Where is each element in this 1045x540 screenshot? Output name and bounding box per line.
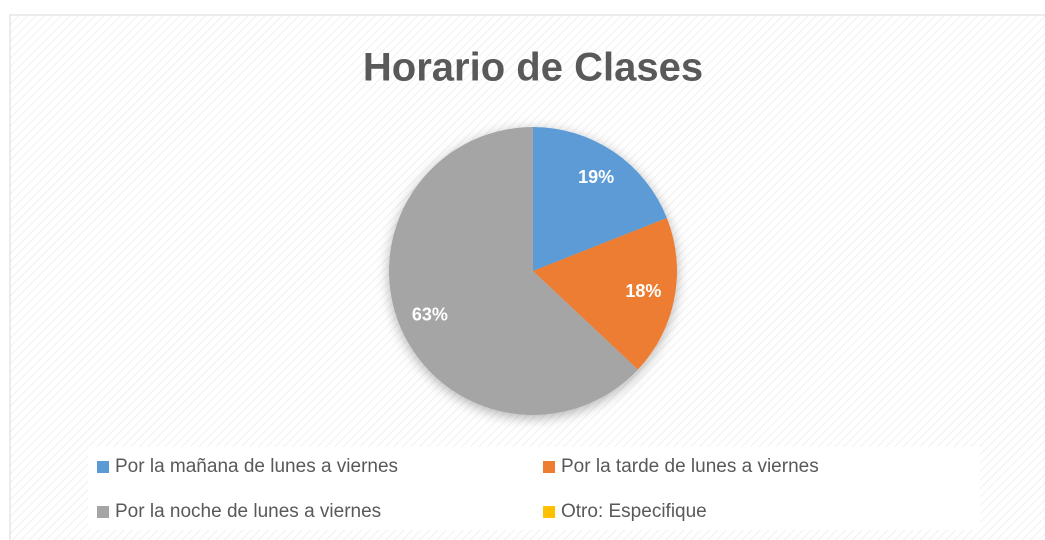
legend-swatch xyxy=(97,461,109,473)
data-label: 18% xyxy=(625,281,661,301)
legend-label: Por la tarde de lunes a viernes xyxy=(561,456,819,477)
legend-swatch xyxy=(97,506,109,518)
legend-label: Por la mañana de lunes a viernes xyxy=(115,456,398,477)
pie-slice xyxy=(533,217,677,370)
pie xyxy=(388,127,677,415)
pie-slice xyxy=(388,127,638,415)
legend-label: Por la noche de lunes a viernes xyxy=(115,501,381,522)
legend-swatch xyxy=(543,461,555,473)
legend-label: Otro: Especifique xyxy=(561,501,707,522)
chart-title: Horario de Clases xyxy=(363,46,703,90)
legend-box xyxy=(88,447,980,530)
pie-slice xyxy=(533,127,667,271)
legend-swatch xyxy=(543,506,555,518)
data-label: 63% xyxy=(412,304,448,324)
data-label: 19% xyxy=(578,167,614,187)
